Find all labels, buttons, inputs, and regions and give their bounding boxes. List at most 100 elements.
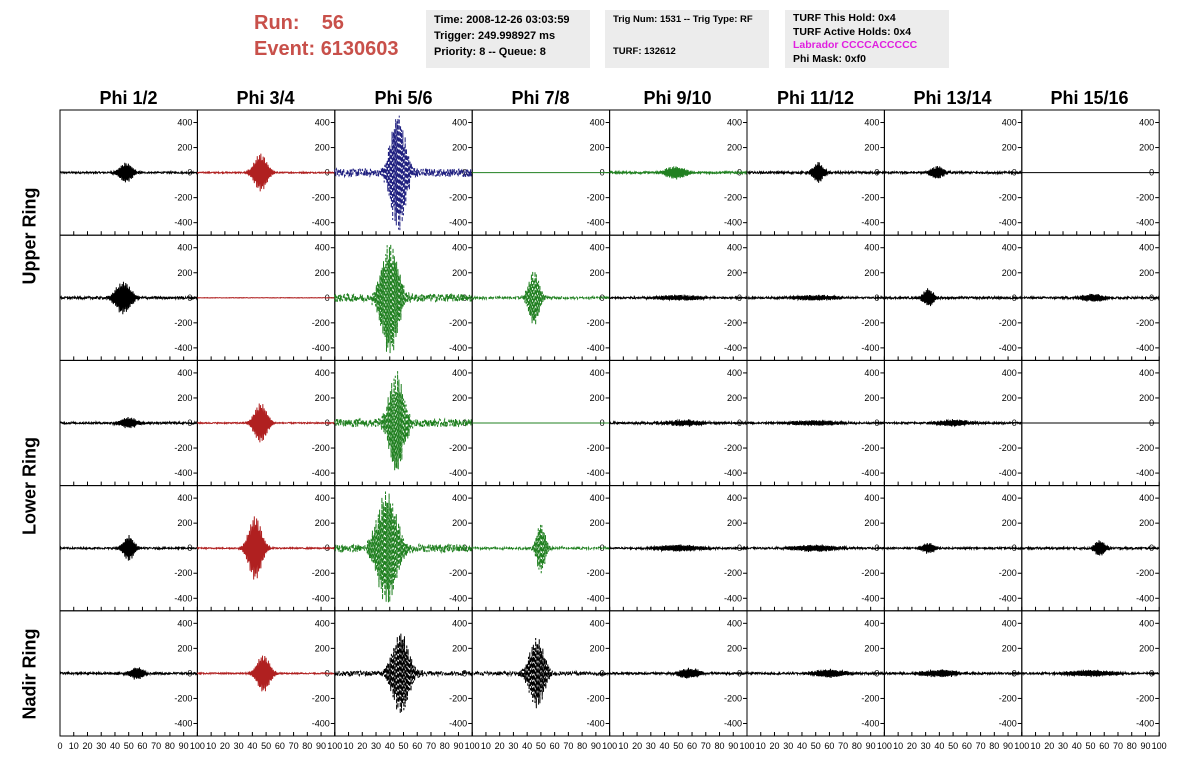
- y-tick-label: 0: [462, 418, 467, 428]
- y-tick-label: 200: [1002, 643, 1017, 653]
- y-tick-label: 200: [590, 268, 605, 278]
- x-tick-label: 10: [206, 741, 216, 751]
- trig-num-text: Trig Num: 1531 -- Trig Type: RF: [613, 14, 753, 25]
- waveform-trace: [884, 288, 1023, 307]
- y-tick-label: -400: [174, 343, 192, 353]
- waveform-trace: [746, 294, 885, 302]
- x-tick-label: 20: [82, 741, 92, 751]
- waveform-trace: [196, 655, 336, 692]
- y-tick-label: -200: [174, 568, 192, 578]
- x-tick-label: 100: [190, 741, 205, 751]
- waveform-trace: [1021, 293, 1160, 302]
- x-tick-label: 30: [96, 741, 106, 751]
- y-tick-label: 200: [864, 268, 879, 278]
- x-tick-label: 100: [465, 741, 480, 751]
- y-tick-label: 200: [315, 268, 330, 278]
- x-tick-label: 50: [673, 741, 683, 751]
- y-tick-label: 400: [1139, 618, 1154, 628]
- y-tick-label: -400: [312, 218, 330, 228]
- y-tick-label: -400: [449, 593, 467, 603]
- x-tick-label: 70: [838, 741, 848, 751]
- y-tick-label: 200: [1002, 393, 1017, 403]
- y-tick-label: 200: [1002, 143, 1017, 153]
- x-tick-label: 50: [536, 741, 546, 751]
- y-tick-label: -400: [999, 468, 1017, 478]
- y-tick-label: 400: [1002, 618, 1017, 628]
- y-tick-label: 200: [727, 393, 742, 403]
- x-tick-label: 10: [756, 741, 766, 751]
- y-tick-label: -200: [587, 443, 605, 453]
- x-tick-label: 90: [453, 741, 463, 751]
- y-tick-label: 400: [727, 618, 742, 628]
- y-tick-label: 400: [315, 368, 330, 378]
- y-tick-label: 400: [727, 243, 742, 253]
- y-tick-label: 200: [727, 643, 742, 653]
- y-tick-label: -200: [724, 568, 742, 578]
- x-tick-label: 100: [327, 741, 342, 751]
- trigger-text: Trigger: 249.998927 ms: [434, 30, 556, 42]
- waveform-trace: [59, 162, 198, 183]
- y-tick-label: -200: [724, 693, 742, 703]
- y-tick-label: 400: [1002, 493, 1017, 503]
- x-tick-label: 30: [921, 741, 931, 751]
- x-tick-label: 90: [866, 741, 876, 751]
- column-header-phi-3-4: Phi 3/4: [236, 88, 295, 108]
- x-tick-label: 20: [495, 741, 505, 751]
- y-tick-label: -400: [587, 468, 605, 478]
- x-tick-label: 60: [412, 741, 422, 751]
- x-tick-label: 80: [715, 741, 725, 751]
- y-tick-label: 400: [1139, 368, 1154, 378]
- column-header-phi-5-6: Phi 5/6: [374, 88, 433, 108]
- labrador-text: Labrador CCCCACCCCC: [793, 39, 918, 51]
- y-tick-label: -200: [1136, 443, 1154, 453]
- y-tick-label: 400: [177, 368, 192, 378]
- y-tick-label: -200: [312, 318, 330, 328]
- y-tick-label: -400: [312, 468, 330, 478]
- y-tick-label: 400: [1139, 493, 1154, 503]
- x-tick-label: 40: [797, 741, 807, 751]
- y-tick-label: 400: [1002, 118, 1017, 128]
- x-tick-label: 10: [618, 741, 628, 751]
- column-header-phi-7-8: Phi 7/8: [511, 88, 570, 108]
- y-tick-label: 200: [590, 643, 605, 653]
- waveform-trace: [746, 419, 885, 427]
- x-tick-label: 10: [1031, 741, 1041, 751]
- time-text: Time: 2008-12-26 03:03:59: [434, 14, 570, 26]
- y-tick-label: -400: [724, 343, 742, 353]
- waveform-trace: [609, 667, 748, 680]
- x-tick-label: 70: [151, 741, 161, 751]
- column-header-phi-1-2: Phi 1/2: [99, 88, 158, 108]
- y-tick-label: -400: [1136, 218, 1154, 228]
- y-tick-label: -400: [861, 593, 879, 603]
- y-tick-label: -200: [174, 693, 192, 703]
- x-tick-label: 20: [769, 741, 779, 751]
- y-tick-label: 200: [177, 268, 192, 278]
- waveform-trace: [59, 667, 198, 680]
- event-label: Event:: [254, 38, 316, 60]
- y-tick-label: -400: [587, 343, 605, 353]
- y-tick-label: -200: [312, 443, 330, 453]
- x-tick-label: 90: [1003, 741, 1013, 751]
- y-tick-label: 200: [1139, 393, 1154, 403]
- turf-text: TURF: 132612: [613, 46, 676, 57]
- y-tick-label: 400: [864, 243, 879, 253]
- x-tick-label: 60: [550, 741, 560, 751]
- y-tick-label: -400: [724, 718, 742, 728]
- y-tick-label: 400: [590, 493, 605, 503]
- x-tick-label: 50: [1085, 741, 1095, 751]
- x-tick-label: 100: [739, 741, 754, 751]
- waveform-trace: [196, 516, 336, 580]
- waveform-trace: [746, 161, 885, 183]
- x-tick-label: 40: [385, 741, 395, 751]
- y-tick-label: -200: [587, 568, 605, 578]
- x-tick-label: 100: [602, 741, 617, 751]
- y-tick-label: 200: [727, 143, 742, 153]
- y-tick-label: 400: [452, 618, 467, 628]
- y-tick-label: -200: [861, 443, 879, 453]
- y-tick-label: 200: [177, 643, 192, 653]
- waveform-trace: [883, 669, 1023, 678]
- y-tick-label: 200: [177, 518, 192, 528]
- waveform-trace: [334, 633, 473, 714]
- y-tick-label: -200: [312, 193, 330, 203]
- info-box-turf: TURF This Hold: 0x4 TURF Active Holds: 0…: [785, 10, 949, 68]
